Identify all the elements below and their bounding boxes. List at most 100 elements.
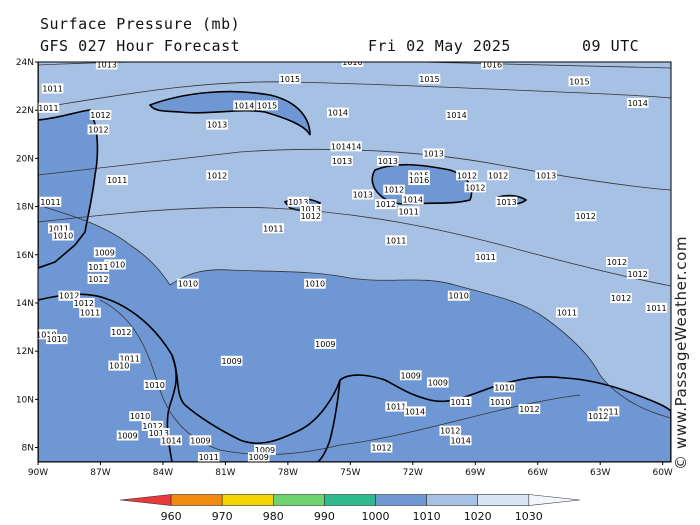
lon-label: 66W [528,468,548,478]
isobar-label: 1014 [446,111,466,120]
map-frame [37,61,672,463]
lat-label: 18N [16,203,34,213]
isobar-label-bg [296,464,318,474]
isobar-label-bg [254,444,276,455]
pressure-colorbar: 960 970 980 990 1000 1010 1020 1030 [119,494,580,523]
isobar-label-bg [385,235,407,246]
isobar-label: 1014 [405,407,425,416]
lon-label: 60W [652,468,672,478]
latitude-axis: 24N 22N 20N 18N 16N 14N 12N 10N 8N [16,58,38,454]
forecast-date: Fri 02 May 2025 [368,37,511,55]
isobar-label: 1013 [332,157,352,166]
isobar-label-bg [365,474,387,484]
isobar-label: 1012 [90,111,110,120]
colorbar-tick-label: 1020 [464,510,492,523]
isobar-label-bg [626,269,649,280]
colorbar-segment [375,494,427,506]
isobar-label: 1012 [74,299,94,308]
isobar-label-bg [141,420,164,431]
isobar-label-bg [247,452,270,462]
isobar-label: 1011 [88,263,108,272]
isobar-label-bg [568,76,591,87]
isobar-label: 1009 [488,482,508,491]
map-title: Surface Pressure (mb) [40,15,241,33]
isobar-label-bg [397,206,420,217]
isobar-label: 1011 [451,398,471,407]
isobar-label: 1010 [144,381,164,390]
isobar-label: 1011 [600,477,620,486]
isobar-label: 1015 [419,75,439,84]
isobar-label-bg [439,425,462,436]
isobar-label: 1011 [386,236,406,245]
isobar-label: 1011 [646,304,666,313]
isobar-label: 1015 [280,75,300,84]
isobar-label-bg [48,223,70,234]
isobar-label: 1011 [199,453,219,462]
isobar-label: 1012 [376,200,396,209]
isobar-label: 1010 [253,482,273,491]
isobar-label-bg [93,247,116,258]
isobar-label-bg [374,199,397,210]
isobar-label: 1012 [488,171,508,180]
isobar-label-bg [449,435,472,446]
isobar-label-bg [262,223,285,234]
isobar-label-bg [404,406,426,417]
isobar-label: 1013 [207,121,227,130]
isobar-label: 1011 [40,198,60,207]
isobar-label: 1013 [496,198,516,207]
colorbar-tick-label: 990 [314,510,335,523]
isobar-label-bg [233,100,255,111]
isobar-label: 1011 [42,85,62,94]
colorbar-segment [119,494,172,506]
isobar-label-bg [645,302,668,313]
isobar-label-bg [304,278,326,289]
isobar-label-bg [385,401,407,412]
colorbar-segment [272,494,325,506]
isobar-label: 1010 [47,335,67,344]
isobar-label: 1009 [221,357,241,366]
isobar-label: 1014 [628,99,648,108]
isobar-label: 1012 [88,275,108,284]
isobar-label-bg [352,189,374,200]
lat-label: 16N [16,251,34,261]
isobar-label: 1012 [207,171,227,180]
isobar-label: 1014 [161,436,181,445]
isobar-label: 1010 [53,231,73,240]
isobar-label-bg [79,307,101,318]
isobar-label-bg [518,403,541,414]
colorbar-tick-label: 970 [212,510,233,523]
isobar-label-bg [445,110,468,121]
isobar-label-bg [108,360,131,371]
isobar-label: 1013 [353,191,373,200]
isobar-label: 1012 [384,477,404,486]
isobar-label-bg [104,259,126,270]
isobar-label-bg [331,155,353,166]
isobar-label-bg [464,182,487,193]
isobar-label: 1009 [255,446,275,455]
isobar-label: 1013 [423,150,443,159]
isobar-label-bg [256,100,278,111]
isobar-label: 1009 [94,248,114,257]
isobar-label: 1011 [365,475,385,484]
isobar-label-bg [330,141,362,152]
isobar-label-bg [58,290,81,301]
lon-label: 69W [465,468,485,478]
isobar-label: 1010 [109,362,129,371]
lon-label: 84W [153,468,173,478]
isobar-label-bg [206,170,228,181]
isobar-label-bg [610,293,632,304]
isobar-label: 1010 [178,280,198,289]
isobar-label-bg [422,148,445,159]
isobar-label-bg [87,273,110,284]
isobar-label-bg [383,476,405,486]
lon-label: 78W [278,468,298,478]
isobar-label-bg [474,252,497,263]
isobar-label-bg [481,62,503,70]
isobar-label-bg [177,278,199,289]
isobar-label-bg [45,334,68,345]
lat-label: 8N [22,444,34,454]
isobar-label-bg [118,353,141,364]
lat-label: 12N [16,347,34,357]
isobar-label: 1012 [465,183,485,192]
